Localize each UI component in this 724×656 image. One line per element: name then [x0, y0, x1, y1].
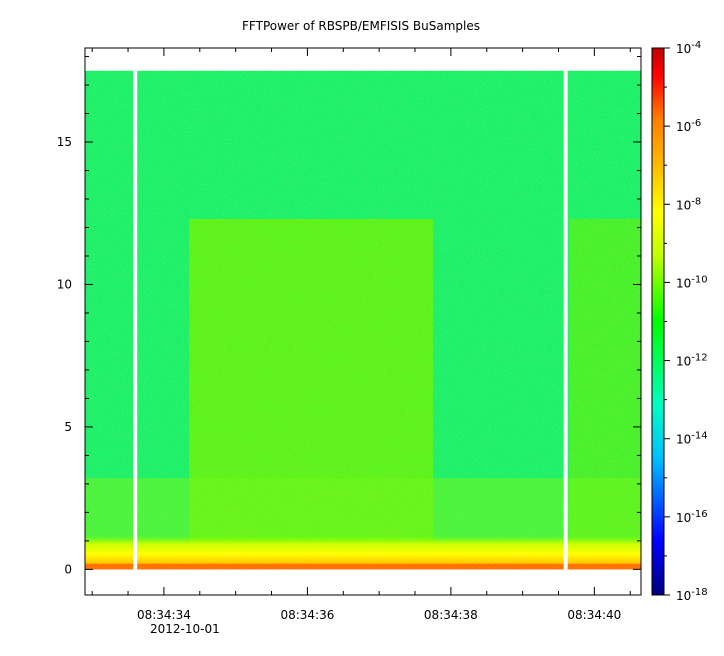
x-tick-label: 08:34:38 [424, 608, 478, 622]
data-gap-0 [133, 70, 138, 570]
y-tick-label: 10 [57, 277, 72, 291]
colorbar-axis: 10-4 10-6 10-8 10-10 10-12 10-14 10-16 10-18 [664, 40, 708, 603]
y-tick-label: 0 [64, 562, 72, 576]
y-axis: 0 5 10 15 [57, 56, 641, 576]
colorbar-tick-label: 10-16 [676, 509, 708, 525]
x-date-label: 2012-10-01 [150, 622, 220, 636]
colorbar-tick-label: 10-14 [676, 431, 708, 447]
colorbar-tick-label: 10-8 [676, 196, 701, 212]
colorbar-tick-label: 10-4 [676, 40, 701, 56]
x-tick-label: 08:34:36 [280, 608, 334, 622]
x-axis: 08:34:34 08:34:36 08:34:38 08:34:40 [91, 48, 631, 622]
data-gap-1 [563, 70, 568, 570]
chart-title: FFTPower of RBSPB/EMFISIS BuSamples [242, 19, 480, 33]
colorbar-tick-label: 10-18 [676, 587, 708, 603]
x-tick-label: 08:34:34 [137, 608, 191, 622]
plot-frame [84, 47, 642, 596]
y-tick-label: 5 [64, 420, 72, 434]
y-tick-label: 15 [57, 135, 72, 149]
x-tick-label: 08:34:40 [567, 608, 621, 622]
colorbar-tick-label: 10-10 [676, 274, 708, 290]
spectrogram-texture [85, 70, 641, 570]
colorbar-tick-label: 10-6 [676, 118, 701, 134]
colorbar-tick-label: 10-12 [676, 353, 708, 369]
plot-area [85, 70, 641, 570]
colorbar [651, 47, 665, 596]
